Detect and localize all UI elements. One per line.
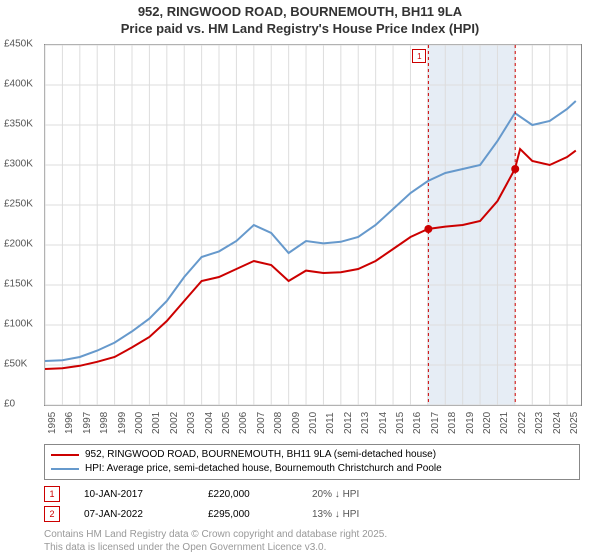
copyright: Contains HM Land Registry data © Crown c… <box>44 528 387 554</box>
annotation-marker: 1 <box>44 486 60 502</box>
xtick: 2016 <box>412 412 423 434</box>
xtick: 2007 <box>256 412 267 434</box>
annotation-pct: 13% ↓ HPI <box>312 509 412 520</box>
copyright-line-1: Contains HM Land Registry data © Crown c… <box>44 528 387 541</box>
xtick: 2010 <box>308 412 319 434</box>
ytick: £300K <box>4 159 33 170</box>
xtick: 2022 <box>517 412 528 434</box>
ytick: £100K <box>4 319 33 330</box>
annotation-marker: 2 <box>44 506 60 522</box>
xtick: 2013 <box>360 412 371 434</box>
ytick: £450K <box>4 39 33 50</box>
xtick: 2011 <box>325 412 336 434</box>
annotation-pct: 20% ↓ HPI <box>312 489 412 500</box>
legend-label: HPI: Average price, semi-detached house,… <box>85 462 442 476</box>
xtick: 2012 <box>343 412 354 434</box>
title-line-1: 952, RINGWOOD ROAD, BOURNEMOUTH, BH11 9L… <box>0 4 600 21</box>
xtick: 1998 <box>99 412 110 434</box>
ytick: £50K <box>4 359 27 370</box>
xtick: 1997 <box>82 412 93 434</box>
xtick: 2009 <box>291 412 302 434</box>
xtick: 2004 <box>204 412 215 434</box>
ytick: £350K <box>4 119 33 130</box>
xtick: 2017 <box>430 412 441 434</box>
xtick: 2023 <box>534 412 545 434</box>
chart-plot-area: 12 <box>44 44 582 406</box>
sale-marker-1: 1 <box>412 49 426 63</box>
annotation-price: £220,000 <box>208 489 288 500</box>
xtick: 2025 <box>569 412 580 434</box>
xtick: 2024 <box>552 412 563 434</box>
legend-label: 952, RINGWOOD ROAD, BOURNEMOUTH, BH11 9L… <box>85 448 436 462</box>
xtick: 2000 <box>134 412 145 434</box>
xtick: 1995 <box>47 412 58 434</box>
ytick: £0 <box>4 399 15 410</box>
xtick: 2019 <box>465 412 476 434</box>
annotation-row: 1 10-JAN-2017 £220,000 20% ↓ HPI <box>44 484 580 504</box>
xtick: 2001 <box>151 412 162 434</box>
legend-item: HPI: Average price, semi-detached house,… <box>51 462 573 476</box>
xtick: 2015 <box>395 412 406 434</box>
annotation-row: 2 07-JAN-2022 £295,000 13% ↓ HPI <box>44 504 580 524</box>
sale-annotations: 1 10-JAN-2017 £220,000 20% ↓ HPI 2 07-JAN-202… <box>44 484 580 524</box>
title-line-2: Price paid vs. HM Land Registry's House … <box>0 21 600 38</box>
legend-item: 952, RINGWOOD ROAD, BOURNEMOUTH, BH11 9L… <box>51 448 573 462</box>
copyright-line-2: This data is licensed under the Open Gov… <box>44 541 387 554</box>
xtick: 2021 <box>499 412 510 434</box>
legend: 952, RINGWOOD ROAD, BOURNEMOUTH, BH11 9L… <box>44 444 580 480</box>
xtick: 2002 <box>169 412 180 434</box>
annotation-date: 10-JAN-2017 <box>84 489 184 500</box>
annotation-price: £295,000 <box>208 509 288 520</box>
plot-svg <box>45 45 581 405</box>
ytick: £200K <box>4 239 33 250</box>
chart-container: 952, RINGWOOD ROAD, BOURNEMOUTH, BH11 9L… <box>0 0 600 560</box>
legend-swatch <box>51 454 79 456</box>
legend-swatch <box>51 468 79 470</box>
xtick: 2006 <box>238 412 249 434</box>
annotation-date: 07-JAN-2022 <box>84 509 184 520</box>
xtick: 2014 <box>378 412 389 434</box>
title-block: 952, RINGWOOD ROAD, BOURNEMOUTH, BH11 9L… <box>0 0 600 38</box>
xtick: 1996 <box>64 412 75 434</box>
xtick: 1999 <box>117 412 128 434</box>
ytick: £400K <box>4 79 33 90</box>
ytick: £250K <box>4 199 33 210</box>
xtick: 2003 <box>186 412 197 434</box>
xtick: 2018 <box>447 412 458 434</box>
ytick: £150K <box>4 279 33 290</box>
xtick: 2020 <box>482 412 493 434</box>
xtick: 2005 <box>221 412 232 434</box>
xtick: 2008 <box>273 412 284 434</box>
